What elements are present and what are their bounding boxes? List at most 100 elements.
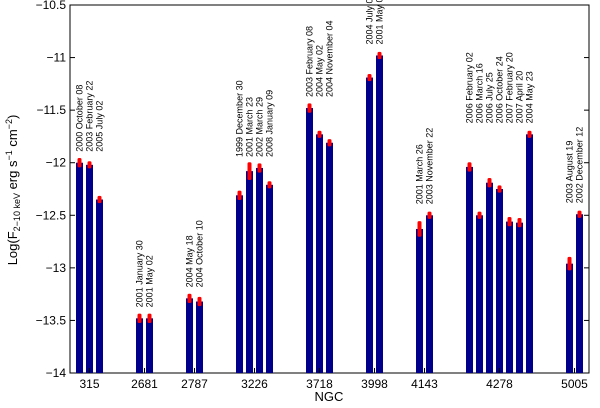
bar: [416, 228, 423, 373]
date-label: 2001 May 09: [375, 0, 385, 44]
error-marker: [97, 195, 102, 204]
bar: [496, 189, 503, 373]
y-axis-title-subscript: 2−10 keV: [12, 193, 22, 231]
date-label: 2003 August 19: [565, 141, 575, 204]
error-marker: [467, 162, 472, 172]
date-label: 2006 July 25: [485, 72, 495, 123]
y-axis: −14 −13.5 −13 −12.5 −12 −11.5 −11 −10.5: [36, 0, 589, 380]
bar: [326, 142, 333, 373]
error-marker: [257, 163, 262, 173]
bar: [236, 195, 243, 373]
bar: [426, 215, 433, 373]
x-tick-label: 5005: [561, 377, 588, 391]
error-marker: [417, 221, 422, 237]
bar: [96, 199, 103, 373]
bars-layer: [76, 51, 583, 374]
error-marker: [477, 211, 482, 219]
bar: [486, 182, 493, 373]
date-label: 2001 May 02: [145, 255, 155, 307]
error-marker: [317, 130, 322, 138]
y-tick-label: −10.5: [36, 0, 67, 12]
x-axis: 315 2681 2787 3226 3718 3998 4143 4278 5005: [79, 368, 588, 391]
bar: [376, 55, 383, 374]
y-tick-label: −12: [46, 156, 67, 170]
date-label: 2004 May 02: [315, 45, 325, 97]
date-label: 2002 March 29: [255, 97, 265, 157]
y-tick-label: −12.5: [36, 208, 67, 222]
error-marker: [567, 256, 572, 271]
bar: [266, 184, 273, 373]
error-marker: [367, 73, 372, 82]
error-marker: [237, 190, 242, 200]
y-axis-title: Log(F2−10 keV erg s−1 cm−2): [4, 115, 22, 266]
x-tick-label: 3998: [361, 377, 388, 391]
y-tick-label: −14: [46, 366, 67, 380]
bar: [246, 171, 253, 373]
bar: [506, 221, 513, 373]
error-marker: [307, 103, 312, 113]
date-label: 2004 May 18: [185, 235, 195, 287]
date-label: 2007 February 20: [505, 52, 515, 123]
date-label: 2003 February 08: [305, 26, 315, 97]
date-label: 2000 October 08: [75, 85, 85, 152]
error-marker: [527, 130, 532, 138]
x-tick-label: 4278: [486, 377, 513, 391]
bar: [526, 134, 533, 373]
error-marker: [497, 185, 502, 193]
error-marker: [577, 210, 582, 218]
error-marker: [77, 158, 82, 168]
bar: [516, 222, 523, 373]
bar: [366, 77, 373, 373]
bar: [316, 134, 323, 373]
date-label: 2003 February 22: [85, 81, 95, 152]
date-label: 2001 January 30: [135, 240, 145, 307]
x-tick-label: 4143: [411, 377, 438, 391]
date-label: 2003 November 22: [425, 128, 435, 205]
bar: [136, 318, 143, 373]
error-marker: [507, 216, 512, 227]
y-axis-title-prefix: Log(F: [5, 231, 20, 265]
bar: [186, 298, 193, 373]
date-label: 2002 December 12: [575, 127, 585, 204]
y-axis-title-mid: erg s: [5, 160, 20, 193]
x-tick-label: 2787: [181, 377, 208, 391]
y-axis-title-exp1: −1: [4, 150, 14, 160]
date-label: 2005 July 02: [95, 101, 105, 152]
bar: [476, 215, 483, 373]
date-label: 2004 May 23: [525, 71, 535, 123]
error-marker: [187, 293, 192, 304]
error-marker: [517, 217, 522, 228]
date-label: 2007 April 20: [515, 71, 525, 124]
error-marker: [87, 161, 92, 169]
bar: [566, 263, 573, 373]
date-label: 2001 March 23: [245, 97, 255, 157]
y-axis-title-suffix: ): [5, 115, 20, 119]
date-label: 2008 January 09: [265, 90, 275, 157]
bar: [146, 318, 153, 373]
y-axis-title-mid2: cm: [5, 129, 20, 150]
date-label: 2006 February 02: [465, 52, 475, 123]
bar: [306, 108, 313, 373]
date-label: 2006 March 16: [475, 63, 485, 123]
y-tick-label: −11.5: [37, 103, 67, 117]
error-marker: [267, 181, 272, 189]
error-marker: [377, 51, 382, 60]
y-tick-label: −11: [47, 51, 67, 65]
bar: [466, 166, 473, 373]
error-marker: [137, 313, 142, 323]
y-tick-label: −13.5: [36, 313, 67, 327]
y-tick-label: −13: [46, 261, 67, 275]
date-label: 2006 October 24: [495, 56, 505, 123]
x-tick-label: 3226: [241, 377, 268, 391]
x-axis-title: NGC: [315, 389, 344, 404]
error-marker: [327, 139, 332, 147]
annotations-layer: 2000 October 08 2003 February 22 2005 July…: [75, 0, 585, 307]
bar: [196, 301, 203, 373]
error-marker: [487, 178, 492, 188]
date-label: 2001 March 26: [415, 144, 425, 204]
y-axis-title-exp2: −2: [4, 119, 14, 129]
x-tick-label: 3718: [306, 377, 333, 391]
error-marker: [147, 313, 152, 323]
bar: [86, 164, 93, 373]
